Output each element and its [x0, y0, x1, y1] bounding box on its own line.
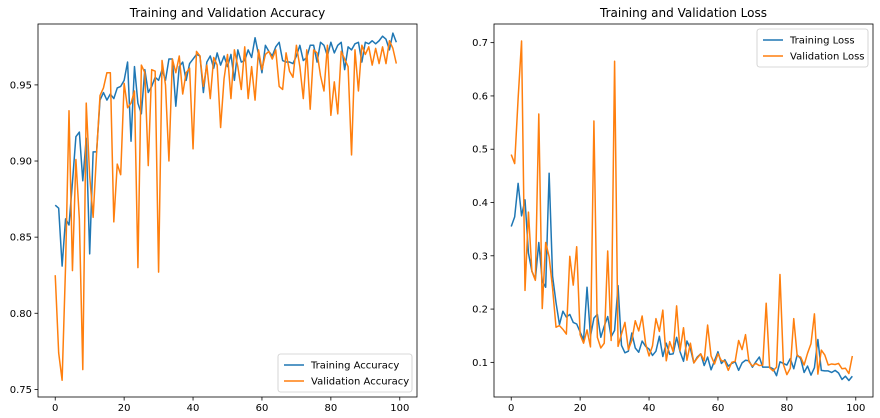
legend-box: [756, 28, 869, 68]
legend-box: [277, 353, 413, 393]
x-tick-label: 40: [187, 403, 200, 414]
y-tick-label: 0.90: [10, 157, 32, 168]
y-tick-label: 0.4: [472, 198, 488, 209]
x-tick-label: 20: [574, 403, 587, 414]
y-tick-label: 0.1: [472, 358, 488, 369]
series-line-validation-accuracy: [54, 40, 398, 381]
y-tick-label: 0.95: [10, 80, 32, 91]
legend: Training Loss Validation Loss: [756, 28, 869, 68]
x-tick-label: 0: [52, 403, 58, 414]
legend-label: Validation Loss: [790, 52, 865, 63]
y-tick-label: 0.5: [472, 145, 488, 156]
loss-chart: Training and Validation Loss 0 20 40 60 80 100…: [472, 6, 874, 414]
series-line-validation-loss: [510, 40, 854, 376]
series-line-training-loss: [510, 172, 853, 382]
x-tick-label: 60: [256, 403, 269, 414]
x-tick-label: 80: [324, 403, 337, 414]
x-tick-label: 0: [508, 403, 514, 414]
y-tick-label: 0.85: [10, 233, 32, 244]
chart-title: Training and Validation Accuracy: [129, 6, 325, 20]
y-tick-label: 0.3: [472, 251, 488, 262]
x-tick-label: 40: [643, 403, 656, 414]
x-tick-label: 80: [780, 403, 793, 414]
y-tick-label: 0.2: [472, 305, 488, 316]
x-tick-label: 100: [390, 403, 409, 414]
accuracy-chart: Training and Validation Accuracy 0 20 40 60 8…: [10, 6, 418, 414]
axes-frame: [493, 23, 874, 398]
legend-label: Training Accuracy: [310, 361, 399, 372]
x-tick-label: 20: [118, 403, 131, 414]
legend: Training Accuracy Validation Accuracy: [277, 353, 413, 393]
axes-frame: [37, 23, 418, 398]
y-tick-label: 0.80: [10, 309, 32, 320]
y-tick-label: 0.75: [10, 385, 32, 396]
x-tick-label: 100: [846, 403, 865, 414]
y-tick-label: 0.7: [472, 38, 488, 49]
x-tick-label: 60: [712, 403, 725, 414]
y-tick-label: 0.6: [472, 91, 488, 102]
legend-label: Training Loss: [789, 36, 855, 47]
chart-title: Training and Validation Loss: [599, 6, 767, 20]
legend-label: Validation Accuracy: [311, 377, 409, 388]
